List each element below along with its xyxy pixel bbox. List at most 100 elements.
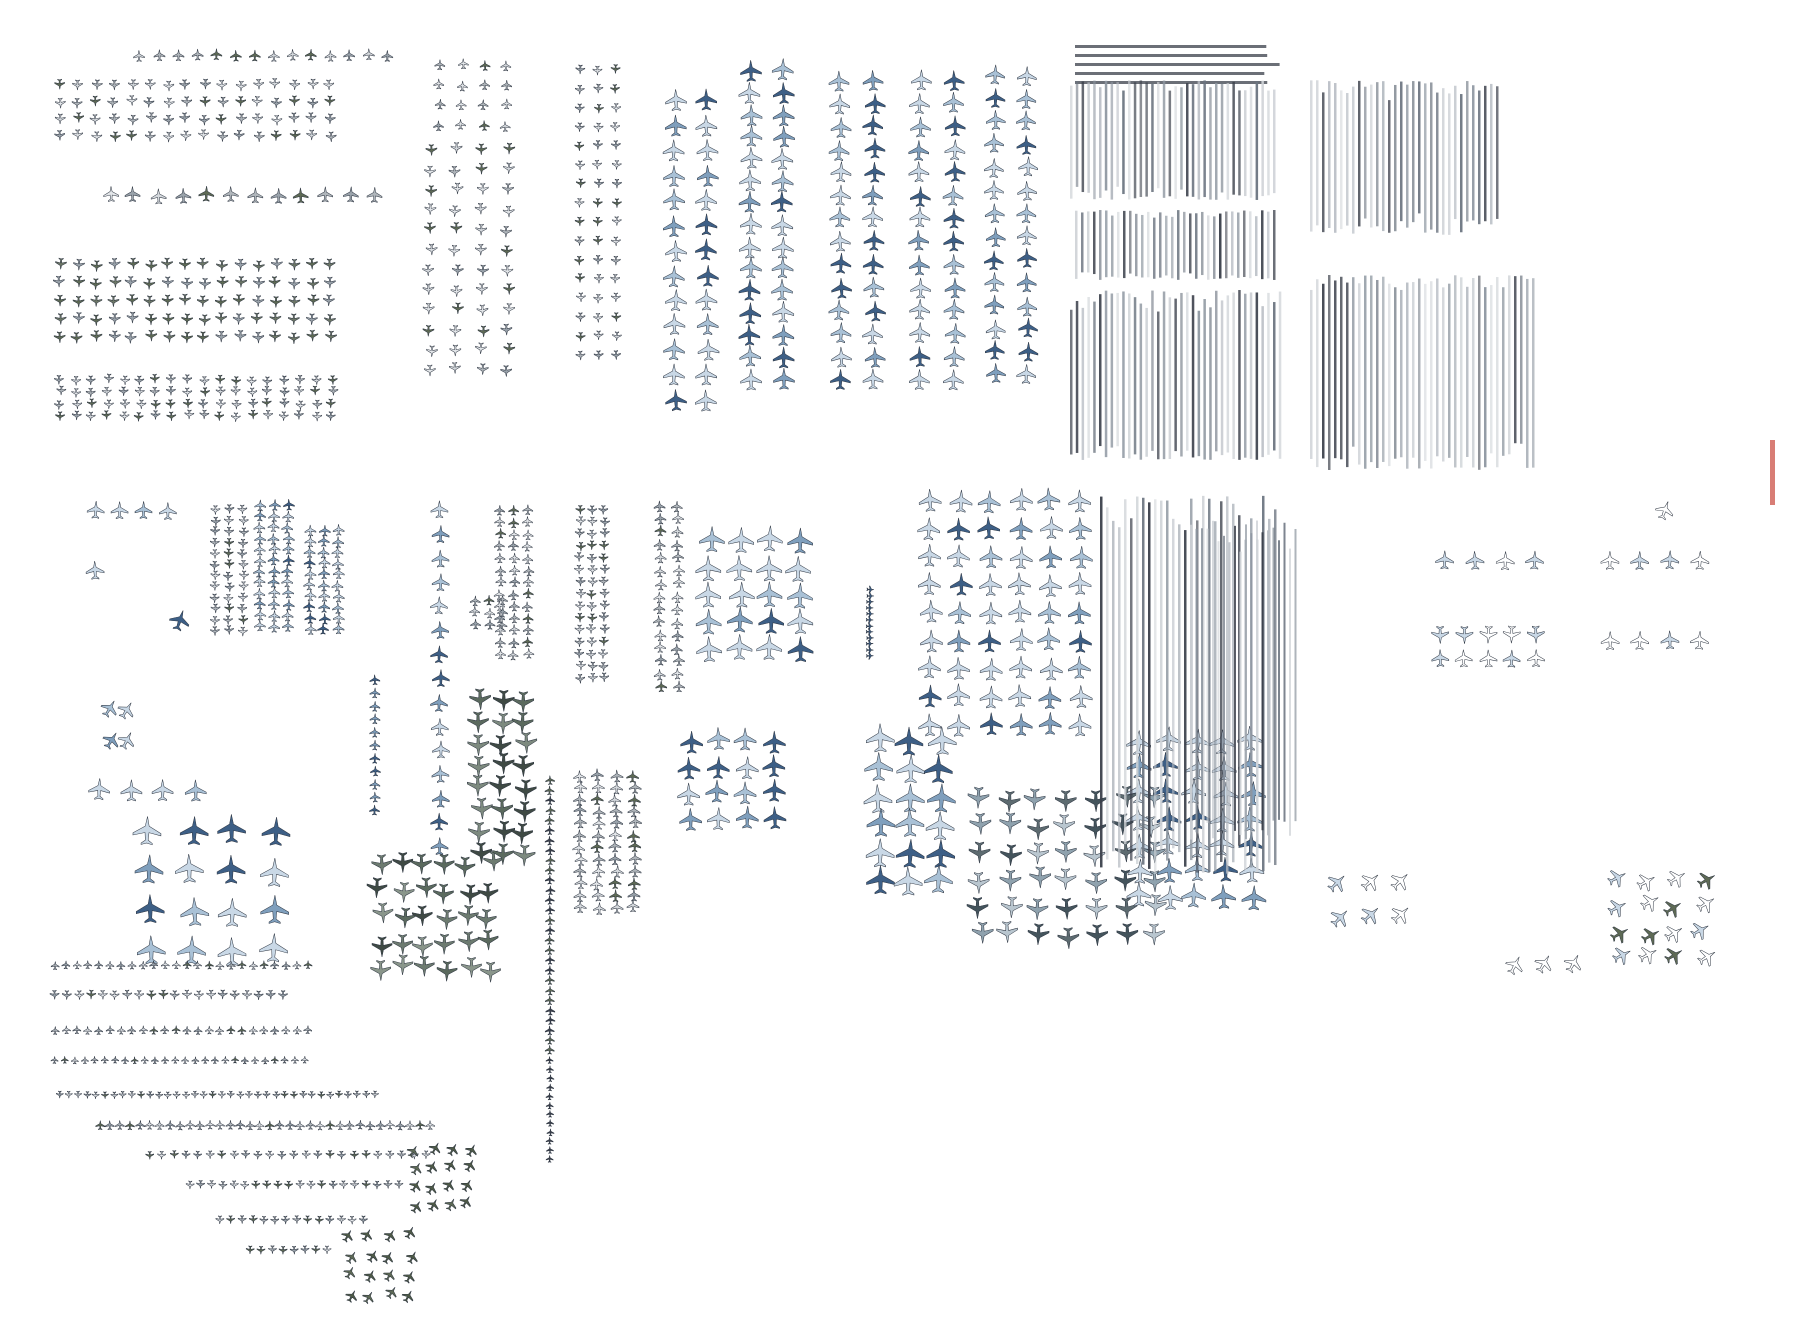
small-aircraft-icon [199,1091,208,1099]
small-aircraft-icon [350,1150,359,1160]
aircraft-icon [1055,841,1077,863]
parked-row-stripe [1087,82,1090,193]
aircraft-icon [1055,790,1077,812]
small-aircraft-icon [295,400,306,410]
aircraft-icon [458,931,479,952]
small-aircraft-icon [289,95,300,106]
small-aircraft-icon [592,159,602,170]
aircraft-icon [371,936,393,958]
aircraft-icon [740,147,763,169]
small-aircraft-icon [599,624,610,634]
aircraft-icon [454,856,476,878]
parked-row-stripe [1070,85,1073,199]
small-aircraft-icon [262,385,272,396]
small-aircraft-icon [523,588,534,599]
small-aircraft-icon [313,1150,323,1159]
aircraft-icon [980,712,1003,736]
small-aircraft-icon [598,553,609,563]
small-aircraft-icon [332,558,344,570]
small-aircraft-icon [281,961,291,970]
small-aircraft-icon [610,901,624,914]
small-aircraft-icon [268,50,280,62]
parked-row-stripe [1165,215,1168,276]
small-aircraft-icon [126,293,138,306]
small-aircraft-icon [608,876,622,890]
small-aircraft-icon [586,624,596,634]
small-aircraft-icon [344,1120,355,1130]
small-aircraft-icon [235,1120,246,1130]
aircraft-icon [926,839,956,868]
aircraft-icon [911,69,932,91]
small-aircraft-icon [401,1290,414,1304]
small-aircraft-icon [120,399,130,409]
small-aircraft-icon [673,564,685,577]
small-aircraft-icon [109,79,120,91]
small-aircraft-icon [73,112,84,123]
aircraft-icon [864,137,886,159]
small-aircraft-icon [97,989,108,1000]
parked-row-stripe [1133,82,1137,199]
parked-row-stripe [1322,283,1325,459]
small-aircraft-icon [671,667,684,680]
small-aircraft-icon [319,524,331,537]
small-aircraft-icon [574,624,585,635]
small-aircraft-icon [509,612,520,624]
parked-row-stripe [1278,540,1280,820]
aircraft-icon [1636,874,1655,892]
small-aircraft-icon [326,1091,335,1100]
aircraft-icon [726,634,753,660]
small-aircraft-icon [271,257,283,270]
small-aircraft-icon [229,1180,239,1189]
aircraft-icon [414,955,435,977]
small-aircraft-icon [292,187,309,204]
small-aircraft-icon [237,960,247,969]
aircraft-icon [1070,546,1093,569]
small-aircraft-icon [268,542,281,555]
aircraft-icon [971,921,994,944]
small-aircraft-icon [319,613,331,625]
aircraft-icon [1327,875,1345,893]
small-aircraft-icon [671,603,684,616]
small-aircraft-icon [496,619,508,631]
small-aircraft-icon [126,95,138,106]
small-aircraft-icon [54,400,64,410]
small-aircraft-icon [503,283,515,295]
aircraft-icon [829,206,851,228]
small-aircraft-icon [256,1245,266,1255]
small-aircraft-icon [292,1215,302,1224]
aircraft-icon [787,582,813,609]
aircraft-icon [738,190,761,213]
parked-row-stripe [1195,528,1198,833]
small-aircraft-icon [246,376,257,386]
aircraft-icon [920,629,943,653]
small-aircraft-icon [268,510,280,523]
small-aircraft-icon [181,1150,191,1159]
small-aircraft-icon [226,1025,236,1035]
small-aircraft-icon [200,387,210,397]
parked-row-stripe [1267,292,1270,455]
small-aircraft-icon [507,649,519,661]
parked-row-stripe [1191,84,1195,197]
small-aircraft-icon [865,639,874,648]
aircraft-icon [977,516,1001,540]
small-aircraft-icon [610,122,620,132]
small-aircraft-icon [145,260,158,272]
small-aircraft-icon [249,961,258,970]
small-aircraft-icon [54,313,67,325]
aircraft-icon [943,207,965,229]
small-aircraft-icon [509,564,520,576]
small-aircraft-icon [593,293,604,304]
aircraft-icon [740,256,762,279]
aircraft-icon [1068,489,1091,513]
small-aircraft-icon [234,258,247,271]
small-aircraft-icon [237,603,248,614]
small-aircraft-icon [288,112,300,123]
aircraft-icon [943,299,965,320]
small-aircraft-icon [183,398,193,409]
small-aircraft-icon [337,1215,346,1224]
small-aircraft-icon [325,398,336,409]
small-aircraft-icon [484,607,495,619]
aircraft-icon [895,808,925,837]
parked-row-stripe [1151,83,1154,193]
aircraft-icon [966,897,989,919]
